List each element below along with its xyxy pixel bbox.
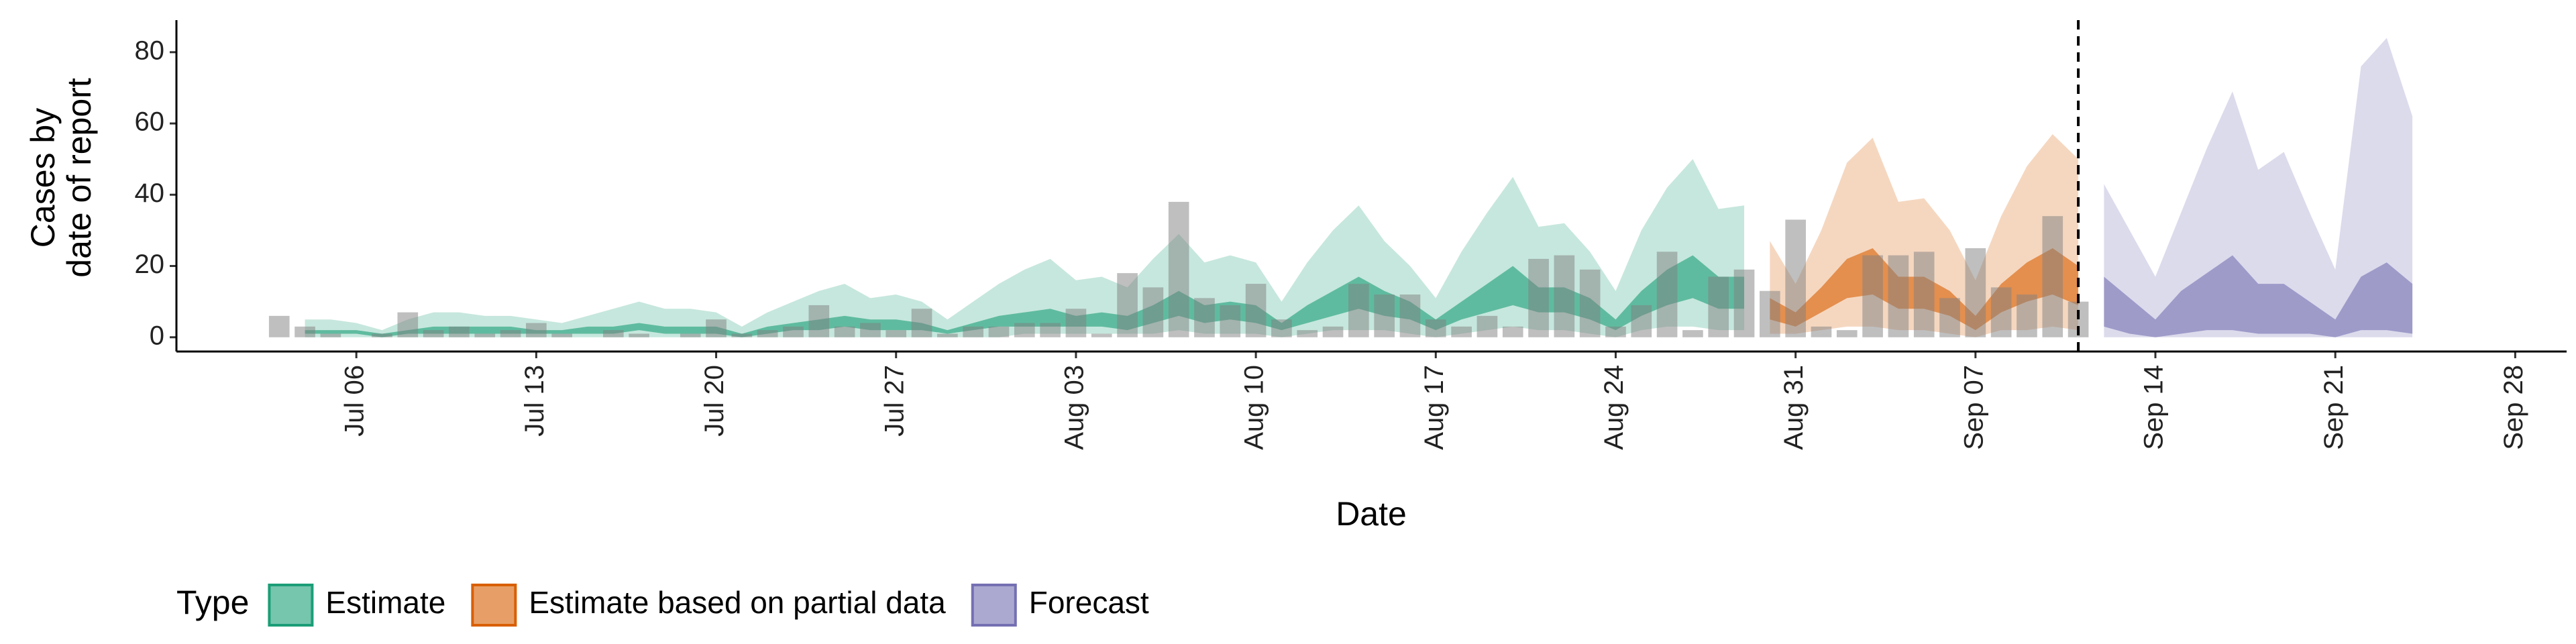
- bar: [1631, 305, 1652, 337]
- x-tick-label: Jul 27: [879, 365, 909, 437]
- bar: [885, 330, 907, 337]
- bar: [1990, 287, 2012, 337]
- bar: [911, 309, 932, 337]
- bar: [757, 330, 778, 337]
- bar: [602, 330, 624, 337]
- y-axis-title: Cases by: [24, 108, 62, 248]
- bar: [320, 333, 341, 337]
- bar: [1528, 258, 1549, 337]
- bar: [1888, 255, 1909, 337]
- bar: [1477, 315, 1498, 337]
- bar: [1939, 298, 1960, 337]
- bar: [783, 326, 804, 337]
- bar: [1040, 323, 1061, 337]
- bar: [1425, 319, 1446, 337]
- y-tick-label: 20: [135, 250, 165, 279]
- bar: [1091, 333, 1112, 337]
- bar: [449, 326, 470, 337]
- bar: [526, 323, 547, 337]
- x-tick-label: Sep 07: [1959, 365, 1988, 450]
- x-tick-label: Sep 21: [2319, 365, 2349, 450]
- legend-label: Forecast: [1029, 585, 1149, 620]
- bar: [2017, 294, 2037, 337]
- bar: [1965, 248, 1986, 337]
- x-tick-label: Jul 06: [340, 365, 370, 437]
- x-tick-label: Aug 17: [1419, 365, 1449, 450]
- bar: [1708, 276, 1729, 337]
- bar: [731, 333, 753, 337]
- bar: [1297, 330, 1318, 337]
- y-tick-label: 40: [135, 178, 165, 208]
- bar: [860, 323, 881, 337]
- bar: [1733, 269, 1755, 337]
- bar: [1656, 252, 1678, 337]
- bar: [1605, 326, 1626, 337]
- bar: [1554, 255, 1575, 337]
- bar: [500, 330, 521, 337]
- bar: [397, 312, 419, 337]
- bar: [1913, 252, 1935, 337]
- x-axis-title: Date: [1336, 495, 1407, 533]
- legend-key: [268, 584, 314, 627]
- bar: [1014, 323, 1035, 337]
- x-tick-label: Aug 10: [1240, 365, 1269, 450]
- bar: [1862, 255, 1883, 337]
- bar: [1348, 284, 1369, 337]
- bar: [474, 333, 496, 337]
- y-axis-title: date of report: [60, 78, 98, 278]
- bar: [1220, 305, 1241, 337]
- x-tick-label: Sep 28: [2499, 365, 2528, 450]
- bar: [1117, 273, 1138, 337]
- y-tick-label: 60: [135, 107, 165, 137]
- bar: [937, 333, 958, 337]
- bar: [2042, 216, 2063, 337]
- bar: [1682, 330, 1703, 337]
- bar: [423, 330, 444, 337]
- bar: [1065, 309, 1087, 337]
- bar: [1760, 290, 1780, 337]
- legend-label: Estimate: [325, 585, 445, 620]
- x-tick-label: Jul 20: [700, 365, 729, 437]
- plot-area: [268, 38, 2413, 337]
- bar: [551, 333, 573, 337]
- y-tick-label: 80: [135, 36, 165, 65]
- bar: [1374, 294, 1395, 337]
- interval-band: [2104, 255, 2413, 337]
- bar: [268, 315, 290, 337]
- bar: [1271, 319, 1292, 337]
- bar: [706, 319, 727, 337]
- bar: [1836, 330, 1858, 337]
- interval-band: [2104, 38, 2413, 337]
- bar: [1245, 284, 1267, 337]
- bar: [1579, 269, 1601, 337]
- bar: [1322, 326, 1344, 337]
- bar: [629, 333, 649, 337]
- x-tick-label: Aug 24: [1599, 365, 1629, 450]
- bar: [1142, 287, 1164, 337]
- bar: [372, 333, 392, 337]
- bar: [963, 326, 983, 337]
- bar: [1785, 219, 1806, 337]
- x-tick-label: Sep 14: [2139, 365, 2169, 450]
- bar: [680, 333, 701, 337]
- bar: [834, 326, 855, 337]
- bar: [988, 326, 1010, 337]
- bar: [1451, 326, 1472, 337]
- legend-title: Type: [176, 584, 249, 621]
- bar: [1399, 294, 1421, 337]
- legend-key: [471, 584, 517, 627]
- x-tick-label: Aug 03: [1059, 365, 1089, 450]
- bar: [1168, 201, 1189, 337]
- x-tick-label: Aug 31: [1779, 365, 1809, 450]
- legend-label: Estimate based on partial data: [529, 585, 946, 620]
- bar: [294, 326, 315, 337]
- x-tick-label: Jul 13: [520, 365, 549, 437]
- bar: [1811, 326, 1832, 337]
- bar: [1194, 298, 1215, 337]
- bar: [1502, 326, 1523, 337]
- legend-key: [971, 584, 1017, 627]
- bar: [808, 305, 830, 337]
- y-tick-label: 0: [150, 321, 164, 350]
